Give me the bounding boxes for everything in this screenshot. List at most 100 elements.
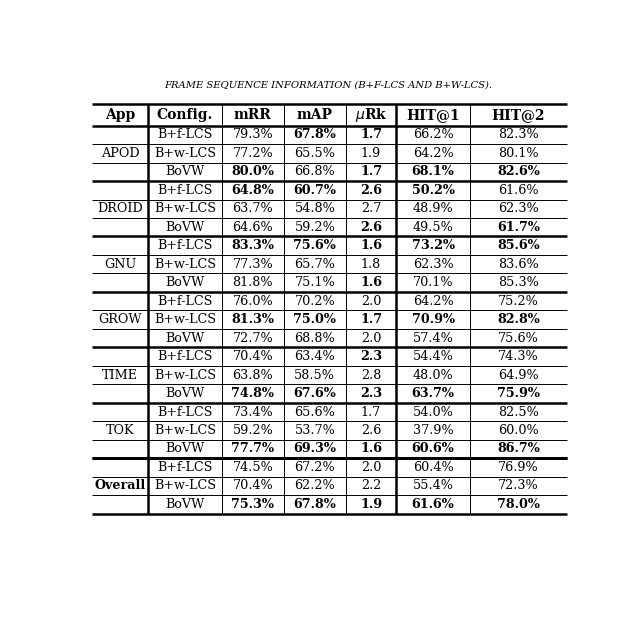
Text: 63.8%: 63.8% xyxy=(232,369,273,382)
Text: HIT@1: HIT@1 xyxy=(406,108,460,122)
Text: 2.3: 2.3 xyxy=(360,350,382,363)
Text: B+w-LCS: B+w-LCS xyxy=(154,369,216,382)
Text: B+w-LCS: B+w-LCS xyxy=(154,258,216,271)
Text: BoVW: BoVW xyxy=(165,221,205,234)
Text: 75.6%: 75.6% xyxy=(294,239,336,252)
Text: 63.7%: 63.7% xyxy=(232,202,273,215)
Text: 60.0%: 60.0% xyxy=(498,424,539,437)
Text: 54.8%: 54.8% xyxy=(294,202,335,215)
Text: B+w-LCS: B+w-LCS xyxy=(154,313,216,326)
Text: 65.6%: 65.6% xyxy=(294,406,335,418)
Text: 66.2%: 66.2% xyxy=(413,128,453,141)
Text: 54.4%: 54.4% xyxy=(413,350,454,363)
Text: 64.2%: 64.2% xyxy=(413,294,453,308)
Text: 63.4%: 63.4% xyxy=(294,350,335,363)
Text: 1.6: 1.6 xyxy=(360,239,382,252)
Text: 2.2: 2.2 xyxy=(361,480,381,492)
Text: 61.7%: 61.7% xyxy=(497,221,540,234)
Text: 67.8%: 67.8% xyxy=(294,498,336,511)
Text: 1.9: 1.9 xyxy=(361,147,381,160)
Text: GROW: GROW xyxy=(98,313,141,326)
Text: 75.0%: 75.0% xyxy=(293,313,336,326)
Text: 1.6: 1.6 xyxy=(360,443,382,455)
Text: 1.7: 1.7 xyxy=(360,128,382,141)
Text: 64.8%: 64.8% xyxy=(232,184,274,197)
Text: 77.2%: 77.2% xyxy=(232,147,273,160)
Text: 1.7: 1.7 xyxy=(361,406,381,418)
Text: 80.1%: 80.1% xyxy=(498,147,539,160)
Text: 75.2%: 75.2% xyxy=(498,294,539,308)
Text: 74.5%: 74.5% xyxy=(232,461,273,474)
Text: 53.7%: 53.7% xyxy=(294,424,335,437)
Text: 1.9: 1.9 xyxy=(360,498,382,511)
Text: TIME: TIME xyxy=(102,369,138,382)
Text: 64.6%: 64.6% xyxy=(232,221,273,234)
Text: B+f-LCS: B+f-LCS xyxy=(157,461,212,474)
Text: 48.9%: 48.9% xyxy=(413,202,453,215)
Text: HIT@2: HIT@2 xyxy=(492,108,545,122)
Text: 75.6%: 75.6% xyxy=(498,331,539,345)
Text: 74.3%: 74.3% xyxy=(498,350,539,363)
Text: 67.6%: 67.6% xyxy=(294,387,336,400)
Text: 1.7: 1.7 xyxy=(360,313,382,326)
Text: mRR: mRR xyxy=(234,108,272,122)
Text: Config.: Config. xyxy=(157,108,213,122)
Text: 83.3%: 83.3% xyxy=(232,239,275,252)
Text: 80.0%: 80.0% xyxy=(232,165,275,178)
Text: 68.1%: 68.1% xyxy=(412,165,454,178)
Text: 2.3: 2.3 xyxy=(360,387,382,400)
Text: FRAME SEQUENCE INFORMATION (B+F-LCS AND B+W-LCS).: FRAME SEQUENCE INFORMATION (B+F-LCS AND … xyxy=(164,80,492,89)
Text: 63.7%: 63.7% xyxy=(412,387,454,400)
Text: DROID: DROID xyxy=(97,202,143,215)
Text: 49.5%: 49.5% xyxy=(413,221,454,234)
Text: 75.3%: 75.3% xyxy=(232,498,275,511)
Text: 70.1%: 70.1% xyxy=(413,276,453,289)
Text: 85.3%: 85.3% xyxy=(498,276,539,289)
Text: 69.3%: 69.3% xyxy=(293,443,336,455)
Text: 50.2%: 50.2% xyxy=(412,184,454,197)
Text: 62.2%: 62.2% xyxy=(294,480,335,492)
Text: 62.3%: 62.3% xyxy=(498,202,539,215)
Text: B+f-LCS: B+f-LCS xyxy=(157,406,212,418)
Text: 67.2%: 67.2% xyxy=(294,461,335,474)
Text: 66.8%: 66.8% xyxy=(294,165,335,178)
Text: BoVW: BoVW xyxy=(165,276,205,289)
Text: 82.3%: 82.3% xyxy=(498,128,539,141)
Text: 62.3%: 62.3% xyxy=(413,258,453,271)
Text: $\mu$Rk: $\mu$Rk xyxy=(355,106,387,124)
Text: GNU: GNU xyxy=(104,258,136,271)
Text: 82.6%: 82.6% xyxy=(497,165,540,178)
Text: 2.8: 2.8 xyxy=(361,369,381,382)
Text: 86.7%: 86.7% xyxy=(497,443,540,455)
Text: Overall: Overall xyxy=(94,480,145,492)
Text: 59.2%: 59.2% xyxy=(232,424,273,437)
Text: mAP: mAP xyxy=(297,108,333,122)
Text: 54.0%: 54.0% xyxy=(413,406,454,418)
Text: 2.6: 2.6 xyxy=(360,221,382,234)
Text: 85.6%: 85.6% xyxy=(497,239,540,252)
Text: 2.0: 2.0 xyxy=(361,461,381,474)
Text: B+f-LCS: B+f-LCS xyxy=(157,350,212,363)
Text: 37.9%: 37.9% xyxy=(413,424,453,437)
Text: 2.7: 2.7 xyxy=(361,202,381,215)
Text: TOK: TOK xyxy=(106,424,134,437)
Text: B+f-LCS: B+f-LCS xyxy=(157,294,212,308)
Text: 78.0%: 78.0% xyxy=(497,498,540,511)
Text: 76.9%: 76.9% xyxy=(498,461,539,474)
Text: 75.9%: 75.9% xyxy=(497,387,540,400)
Text: 81.8%: 81.8% xyxy=(232,276,273,289)
Text: 1.6: 1.6 xyxy=(360,276,382,289)
Text: 82.8%: 82.8% xyxy=(497,313,540,326)
Text: 61.6%: 61.6% xyxy=(498,184,539,197)
Text: 61.6%: 61.6% xyxy=(412,498,454,511)
Text: 77.7%: 77.7% xyxy=(231,443,275,455)
Text: 2.0: 2.0 xyxy=(361,294,381,308)
Text: BoVW: BoVW xyxy=(165,387,205,400)
Text: 70.2%: 70.2% xyxy=(294,294,335,308)
Text: 64.9%: 64.9% xyxy=(498,369,539,382)
Text: 72.7%: 72.7% xyxy=(232,331,273,345)
Text: 74.8%: 74.8% xyxy=(232,387,275,400)
Text: 70.9%: 70.9% xyxy=(412,313,454,326)
Text: 72.3%: 72.3% xyxy=(498,480,539,492)
Text: B+w-LCS: B+w-LCS xyxy=(154,480,216,492)
